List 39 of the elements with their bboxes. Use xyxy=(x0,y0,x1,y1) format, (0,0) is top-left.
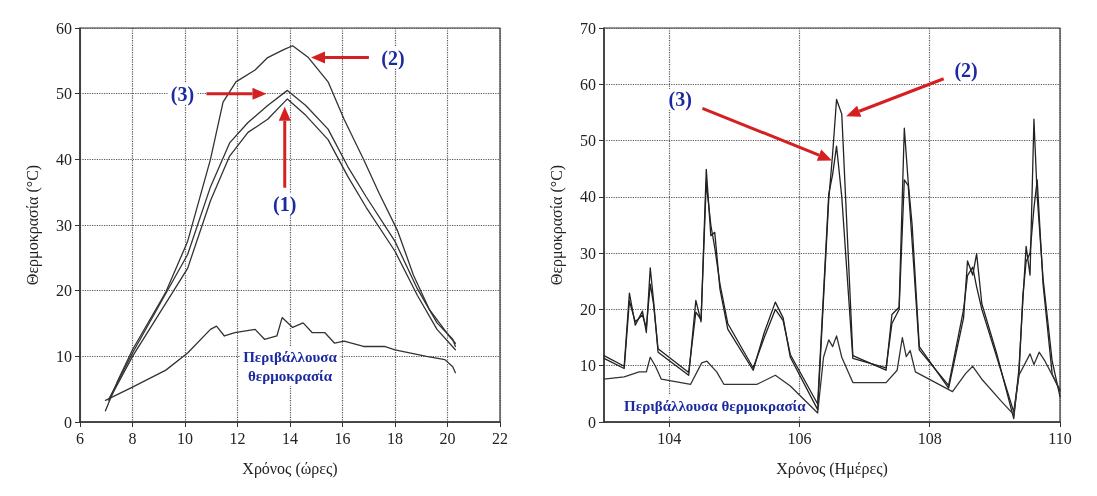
x-tick-label: 14 xyxy=(282,429,298,447)
annotation: (3) xyxy=(668,88,692,112)
x-tick-label: 20 xyxy=(439,429,456,447)
y-tick-label: 70 xyxy=(580,19,596,37)
y-tick-label: 60 xyxy=(56,19,72,37)
x-tick-label: 10 xyxy=(177,429,193,447)
x-axis-title: Χρόνος (Ημέρες) xyxy=(776,459,888,478)
x-tick-label: 18 xyxy=(387,429,403,447)
x-tick-label: 16 xyxy=(334,429,351,447)
y-axis-title: Θερμοκρασία (°C) xyxy=(23,164,42,286)
y-tick-label: 40 xyxy=(580,188,596,206)
x-tick-label: 104 xyxy=(657,429,682,447)
y-tick-label: 0 xyxy=(64,413,72,431)
y-tick-label: 50 xyxy=(580,132,596,150)
x-tick-label: 8 xyxy=(128,429,137,447)
annotation: (3) xyxy=(170,82,195,106)
annotation: (2) xyxy=(954,59,978,83)
y-tick-label: 20 xyxy=(580,300,596,318)
annotation: Περιβάλλουσα θερμοκρασία xyxy=(624,397,807,414)
y-axis-title: Θερμοκρασία (°C) xyxy=(547,164,566,286)
x-tick-label: 6 xyxy=(76,429,84,447)
x-axis-title: Χρόνος (ώρες) xyxy=(242,459,338,478)
y-tick-label: 0 xyxy=(588,413,596,431)
y-tick-label: 30 xyxy=(56,216,72,234)
annotation: (2) xyxy=(381,46,405,70)
y-tick-label: 60 xyxy=(580,75,596,93)
annotation: (1) xyxy=(273,192,297,216)
y-tick-label: 30 xyxy=(580,244,596,262)
y-tick-label: 10 xyxy=(56,347,72,365)
x-tick-label: 110 xyxy=(1048,429,1072,447)
y-tick-label: 40 xyxy=(56,150,72,168)
x-tick-label: 108 xyxy=(917,429,942,447)
x-tick-label: 22 xyxy=(492,429,508,447)
annotation: Περιβάλλουσα θερμοκρασία xyxy=(243,348,338,384)
y-tick-label: 20 xyxy=(56,282,72,300)
y-tick-label: 10 xyxy=(580,357,596,375)
y-tick-label: 50 xyxy=(56,85,72,103)
x-tick-label: 106 xyxy=(787,429,812,447)
x-tick-label: 12 xyxy=(229,429,246,447)
